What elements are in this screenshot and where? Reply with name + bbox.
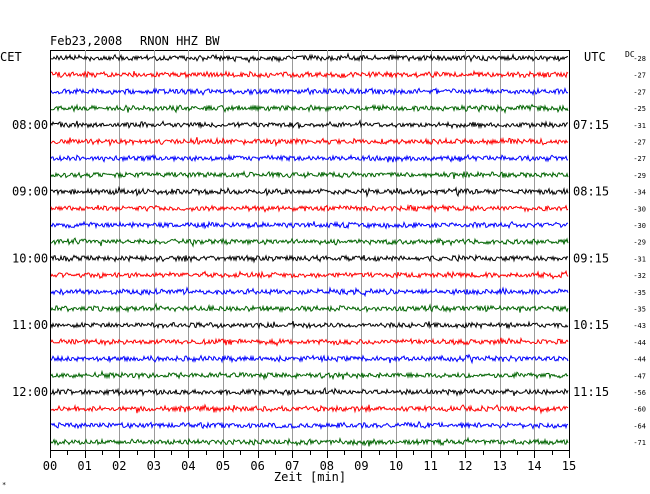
x-axis-label: Zeit [min] [274,470,346,484]
trace-row-12 [50,253,569,264]
trace-row-10 [50,220,568,230]
dc-offset-label: -43 [633,322,646,330]
trace-row-15 [50,302,569,314]
x-tick-label-05: 05 [216,459,230,473]
trace-row-17 [50,336,569,347]
trace-row-0 [50,52,568,64]
trace-row-18 [50,353,569,365]
trace-row-3 [50,103,569,114]
utc-hour-label: 09:15 [573,251,609,265]
trace-row-9 [50,203,569,213]
x-tick-label-14: 14 [527,459,541,473]
dc-offset-label: -27 [633,88,646,96]
trace-row-20 [50,386,569,397]
trace-row-23 [50,436,569,447]
trace-row-1 [51,69,569,79]
utc-hour-label: 07:15 [573,118,609,132]
left-timezone-label: CET [0,50,22,64]
trace-row-4 [50,119,569,130]
dc-offset-label: -25 [633,105,646,113]
cet-hour-label: 10:00 [12,251,48,265]
right-timezone-label: UTC [584,50,606,64]
dc-offset-label: -35 [633,289,646,297]
x-axis-tick-labels: 00 01 02 03 04 05 06 07 08 09 10 11 12 13 14 15 [43,459,576,473]
trace-row-14 [50,286,569,298]
x-tick-label-07: 07 [285,459,299,473]
x-tick-label-11: 11 [423,459,437,473]
x-tick-label-01: 01 [77,459,91,473]
dc-offset-label: -29 [633,239,646,247]
dc-offset-label: -27 [633,155,646,163]
trace-row-22 [50,420,569,431]
trace-row-5 [50,136,569,148]
x-tick-label-10: 10 [389,459,403,473]
dc-offset-labels: -28 -27 -27 -25 -31 -27 -27 -29 -34 -30 -30 -29 -31 -… [633,55,646,447]
x-tick-label-04: 04 [181,459,195,473]
trace-row-21 [50,403,569,415]
dc-header-label: DC [625,50,635,59]
dc-offset-label: -29 [633,172,646,180]
x-tick-label-12: 12 [458,459,472,473]
utc-hour-label: 11:15 [573,385,609,399]
dc-offset-label: -34 [633,189,646,197]
trace-row-13 [50,269,569,280]
x-tick-label-15: 15 [562,459,576,473]
x-tick-label-09: 09 [354,459,368,473]
grid-lines [85,50,535,450]
trace-row-16 [50,320,569,330]
x-axis-ticks [50,450,570,458]
x-tick-label-08: 08 [320,459,334,473]
dc-offset-label: -35 [633,306,646,314]
dc-offset-label: -31 [633,122,646,130]
dc-offset-label: -27 [633,139,646,147]
trace-row-2 [50,87,569,97]
dc-offset-label: -47 [633,372,646,380]
dc-offset-label: -30 [633,222,646,230]
hour-labels: 08:00 07:15 09:00 08:15 10:00 09:15 11:00 10:15… [12,118,609,399]
cet-hour-label: 12:00 [12,385,48,399]
x-tick-label-03: 03 [147,459,161,473]
x-tick-label-02: 02 [112,459,126,473]
x-tick-label-13: 13 [493,459,507,473]
corner-mark: * [2,481,6,489]
trace-row-11 [50,237,569,248]
trace-row-8 [50,185,569,198]
utc-hour-label: 08:15 [573,185,609,199]
dc-offset-label: -31 [633,255,646,263]
x-tick-label-00: 00 [43,459,57,473]
trace-row-19 [50,369,569,381]
dc-offset-label: -30 [633,205,646,213]
dc-offset-label: -44 [633,356,646,364]
cet-hour-label: 09:00 [12,185,48,199]
trace-group [50,52,569,447]
dc-offset-label: -60 [633,406,646,414]
cet-hour-label: 11:00 [12,318,48,332]
cet-hour-label: 08:00 [12,118,48,132]
dc-offset-label: -56 [633,389,646,397]
trace-row-7 [50,170,569,180]
plot-frame [50,50,570,451]
chart-date: Feb23,2008 [50,34,122,48]
dc-offset-label: -32 [633,272,646,280]
dc-offset-label: -71 [633,439,646,447]
dc-offset-label: -28 [633,55,646,63]
trace-row-6 [50,153,569,163]
dc-offset-label: -44 [633,339,646,347]
dc-offset-label: -27 [633,72,646,80]
chart-station: RNON HHZ BW [140,34,220,48]
utc-hour-label: 10:15 [573,318,609,332]
x-tick-label-06: 06 [250,459,264,473]
dc-offset-label: -64 [633,422,646,430]
